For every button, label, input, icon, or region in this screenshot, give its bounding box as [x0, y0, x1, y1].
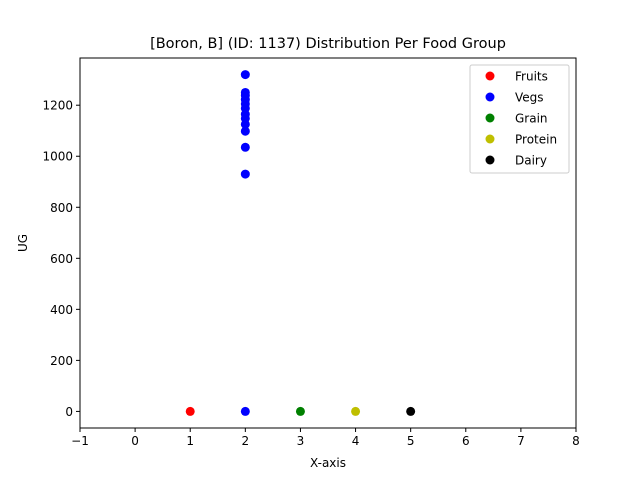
y-tick-label: 600	[50, 252, 73, 266]
y-tick-label: 0	[65, 405, 73, 419]
y-tick-label: 1200	[42, 99, 73, 113]
x-tick-label: 8	[572, 434, 580, 448]
y-axis-label: UG	[16, 234, 30, 252]
y-axis: 0 200 400 600 800 1000 1200	[42, 99, 80, 419]
legend: Fruits Vegs Grain Protein Dairy	[469, 64, 570, 174]
legend-marker	[485, 113, 495, 123]
legend-marker	[485, 71, 495, 81]
x-tick-label: 6	[462, 434, 470, 448]
legend-box	[469, 64, 570, 174]
legend-label: Grain	[515, 112, 548, 126]
x-tick-label: 3	[297, 434, 305, 448]
data-point	[406, 406, 416, 416]
x-tick-label: 4	[352, 434, 360, 448]
x-axis: −1 0 1 2 3 4 5 6 7 8	[71, 428, 580, 448]
x-tick-label: −1	[71, 434, 89, 448]
data-point	[240, 87, 250, 97]
data-point	[240, 169, 250, 179]
legend-marker	[485, 155, 495, 165]
legend-label: Protein	[515, 133, 557, 147]
data-point	[351, 406, 361, 416]
data-point	[185, 406, 195, 416]
data-point	[240, 142, 250, 152]
legend-items: Fruits Vegs Grain Protein Dairy	[485, 70, 557, 168]
data-point	[240, 70, 250, 80]
x-tick-label: 1	[186, 434, 194, 448]
x-tick-label: 2	[242, 434, 250, 448]
legend-label: Fruits	[515, 70, 548, 84]
x-axis-label: X-axis	[310, 456, 346, 470]
y-tick-label: 800	[50, 201, 73, 215]
data-point	[240, 406, 250, 416]
x-tick-label: 7	[517, 434, 525, 448]
legend-label: Vegs	[515, 91, 544, 105]
plot-frame	[79, 57, 577, 429]
legend-marker	[485, 134, 495, 144]
legend-marker	[485, 92, 495, 102]
x-tick-label: 0	[131, 434, 139, 448]
chart-title: [Boron, B] (ID: 1137) Distribution Per F…	[150, 36, 506, 52]
y-tick-label: 400	[50, 303, 73, 317]
data-point	[240, 126, 250, 136]
legend-label: Dairy	[515, 154, 547, 168]
data-point	[295, 406, 305, 416]
x-tick-label: 5	[407, 434, 415, 448]
y-tick-label: 1000	[42, 150, 73, 164]
y-tick-label: 200	[50, 354, 73, 368]
points-layer	[185, 70, 416, 416]
